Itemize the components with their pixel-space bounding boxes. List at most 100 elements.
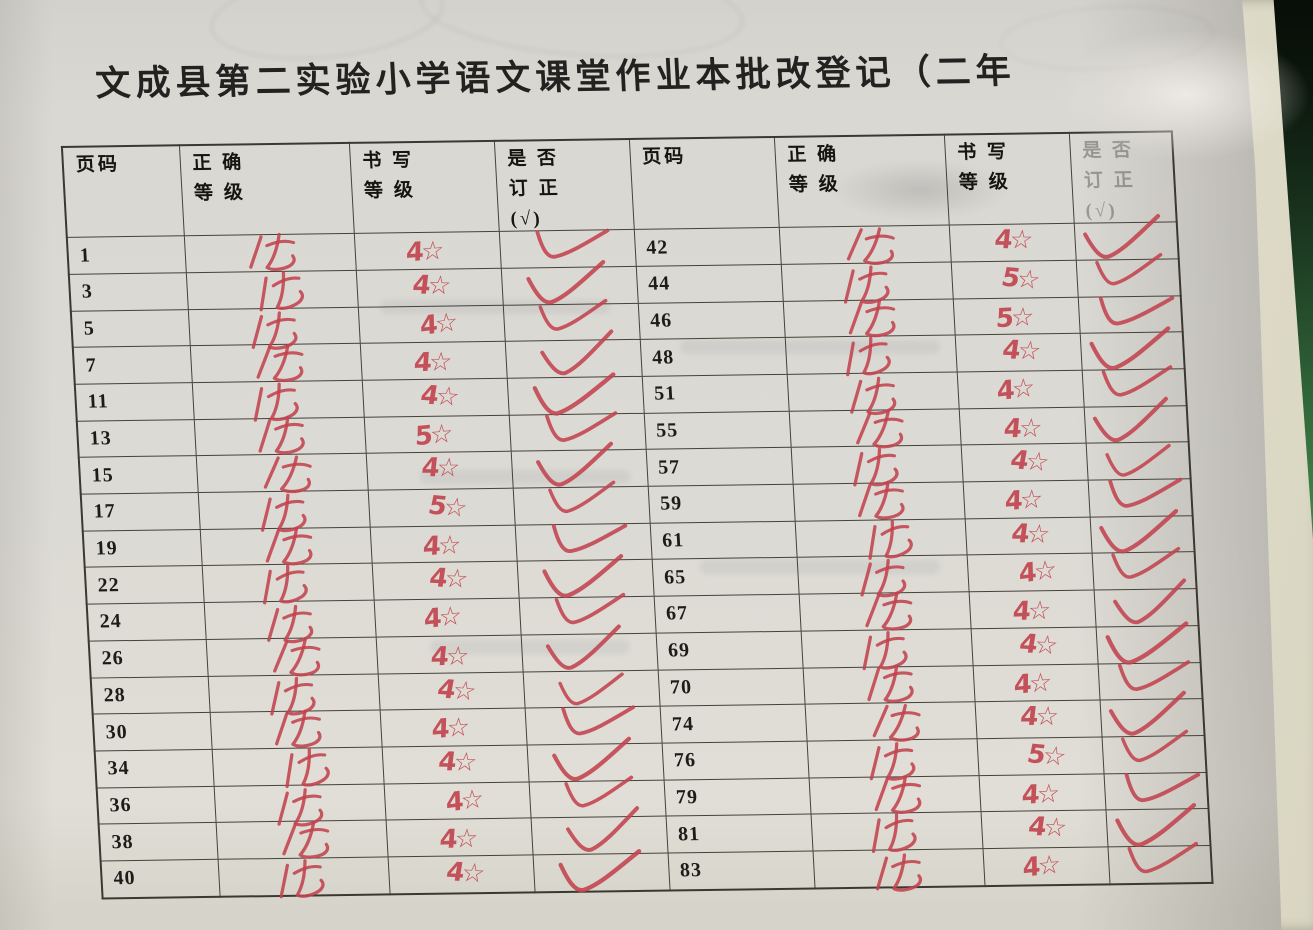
page-number-cell: 59 (647, 484, 795, 524)
corrected-check-cell: ✓ (510, 441, 648, 489)
star-grade-mark: 4☆ (434, 673, 476, 707)
checkmark-icon (557, 671, 624, 705)
star-grade-mark: 4☆ (419, 306, 456, 342)
page-number-cell: 26 (88, 639, 208, 678)
star-grade-mark: 4☆ (1004, 484, 1041, 518)
corrected-check-cell: ✓ (1099, 690, 1205, 737)
writing-grade-cell: 4☆ (358, 341, 507, 383)
corrected-check-cell: ✓ (1103, 772, 1209, 811)
handwriting-wrap: 4☆ (976, 773, 1103, 815)
handwriting-wrap: 优 (786, 294, 956, 338)
page-number-cell: 69 (655, 630, 803, 670)
handwriting-wrap: 优 (795, 479, 965, 520)
handwriting-wrap: 优 (212, 707, 382, 748)
star-grade-mark: 4☆ (445, 783, 482, 819)
page-number: 30 (105, 720, 129, 743)
header-cell-page: 页码 (628, 136, 779, 230)
excellent-grade-scribble-icon (873, 775, 921, 814)
page-number: 70 (669, 676, 693, 699)
star-grade-mark: 4☆ (1022, 849, 1058, 884)
excellent-grade-scribble-icon (264, 526, 312, 565)
header-text: 等 级 (958, 171, 1012, 194)
writing-grade-cell: 4☆ (956, 370, 1084, 409)
star-grade-mark: 4☆ (1011, 595, 1049, 628)
corrected-check-cell: ✓ (514, 523, 652, 562)
page-number-cell: 1 (66, 235, 186, 275)
corrected-check-cell: ✓ (1079, 326, 1185, 371)
star-grade-mark: 5☆ (414, 418, 450, 452)
corrected-check-cell: ✓ (530, 806, 668, 855)
correct-grade-cell: 优 (183, 232, 356, 273)
page-number: 34 (107, 757, 131, 780)
writing-grade-cell: 4☆ (958, 406, 1086, 447)
page-number-cell: 70 (657, 667, 805, 707)
corrected-check-cell: ✓ (1075, 252, 1181, 297)
header-text: 正 确 (191, 152, 245, 175)
page-number: 42 (645, 236, 669, 259)
correct-grade-cell: 优 (195, 453, 368, 494)
page-number-cell: 19 (82, 529, 202, 568)
header-cell-correct-grade: 正 确等 级 (773, 134, 949, 228)
excellent-grade-scribble-icon (262, 455, 311, 494)
page-number-cell: 30 (92, 712, 212, 751)
correct-grade-cell: 优 (808, 775, 981, 815)
star-grade-mark: 4☆ (421, 529, 459, 562)
handwriting-wrap: 优 (802, 586, 972, 633)
page-number: 79 (675, 786, 699, 809)
writing-grade-cell: 5☆ (367, 488, 515, 527)
handwriting-wrap: 4☆ (391, 851, 536, 896)
page-number: 46 (649, 309, 673, 332)
star-grade-mark: 4☆ (1018, 701, 1058, 733)
writing-grade-cell: 4☆ (355, 268, 503, 307)
correct-grade-cell: 优 (782, 298, 955, 338)
handwriting-wrap: 4☆ (976, 842, 1104, 891)
excellent-grade-scribble-icon (847, 298, 895, 337)
correct-grade-cell: 优 (800, 628, 973, 670)
page-number-cell: 5 (70, 309, 190, 348)
handwriting-wrap: 4☆ (384, 743, 529, 782)
corrected-check-cell: ✓ (1097, 659, 1203, 701)
writing-grade-cell: 4☆ (353, 231, 501, 271)
handwriting-wrap: 4☆ (358, 343, 504, 383)
excellent-grade-scribble-icon (281, 820, 329, 859)
page-number: 3 (81, 280, 94, 303)
star-grade-mark: 5☆ (994, 301, 1032, 334)
handwriting-wrap: 优 (812, 771, 982, 815)
header-text: (√) (1084, 199, 1119, 222)
corrected-check-cell: ✓ (1081, 365, 1187, 407)
excellent-grade-scribble-icon (248, 232, 295, 272)
handwriting-wrap: ✓ (1072, 326, 1187, 373)
page-number-cell: 81 (665, 814, 813, 853)
star-grade-mark: 4☆ (419, 453, 459, 484)
star-grade-mark: 4☆ (1013, 666, 1049, 701)
page-number-cell: 3 (68, 272, 188, 311)
header-text: 页码 (75, 154, 121, 176)
page-number: 40 (112, 867, 137, 890)
writing-grade-cell: 4☆ (357, 304, 505, 344)
writing-grade-cell: 4☆ (970, 626, 1098, 666)
page-number: 22 (97, 573, 121, 597)
handwriting-wrap: ✓ (1082, 508, 1196, 557)
page-number: 24 (99, 610, 123, 633)
handwriting-wrap: ✓ (1098, 803, 1213, 850)
writing-grade-cell: 4☆ (980, 810, 1108, 849)
page-number-cell: 34 (94, 749, 214, 788)
correct-grade-cell: 优 (812, 848, 985, 892)
handwriting-wrap: 4☆ (967, 515, 1092, 554)
page-number-cell: 67 (653, 594, 801, 633)
corrected-check-cell: ✓ (498, 228, 636, 269)
star-grade-mark: 4☆ (1000, 335, 1040, 367)
page-number-cell: 76 (661, 740, 809, 780)
star-grade-mark: 4☆ (423, 600, 459, 636)
writing-grade-cell: 5☆ (950, 260, 1078, 299)
page-number-cell: 74 (659, 704, 807, 743)
handwriting-wrap: 4☆ (967, 592, 1093, 632)
header-text: 订 正 (508, 177, 562, 200)
page-number: 65 (663, 566, 687, 589)
correct-grade-cell: 优 (780, 261, 953, 304)
corrected-check-cell: ✓ (1107, 841, 1213, 884)
corrected-check-cell: ✓ (500, 259, 638, 305)
handwriting-wrap: 4☆ (958, 410, 1084, 447)
corrected-check-cell: ✓ (1101, 729, 1207, 774)
correct-grade-cell: 优 (792, 479, 965, 521)
